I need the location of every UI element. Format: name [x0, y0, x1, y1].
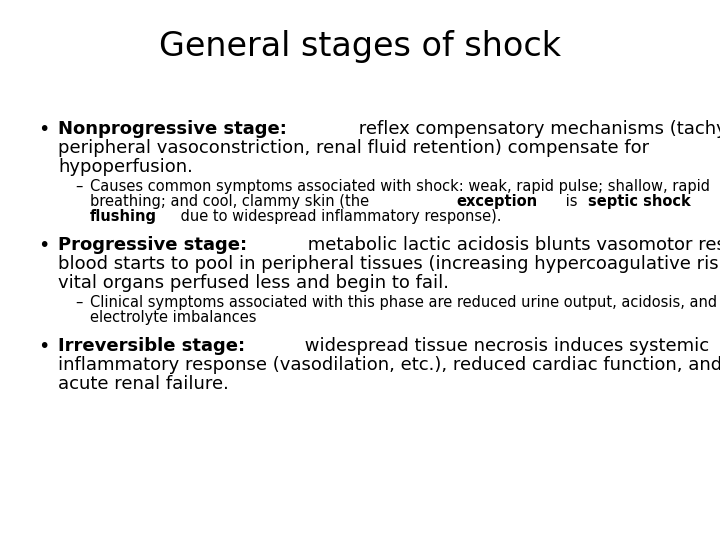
Text: is: is: [561, 194, 582, 209]
Text: –: –: [75, 179, 82, 194]
Text: septic shock: septic shock: [588, 194, 690, 209]
Text: acute renal failure.: acute renal failure.: [58, 375, 229, 393]
Text: exception: exception: [456, 194, 537, 209]
Text: Progressive stage:: Progressive stage:: [58, 236, 247, 254]
Text: vital organs perfused less and begin to fail.: vital organs perfused less and begin to …: [58, 274, 449, 292]
Text: breathing; and cool, clammy skin (the: breathing; and cool, clammy skin (the: [90, 194, 374, 209]
Text: •: •: [38, 120, 50, 139]
Text: electrolyte imbalances: electrolyte imbalances: [90, 310, 256, 325]
Text: Irreversible stage:: Irreversible stage:: [58, 337, 245, 355]
Text: flushing: flushing: [90, 209, 157, 224]
Text: Nonprogressive stage:: Nonprogressive stage:: [58, 120, 287, 138]
Text: reflex compensatory mechanisms (tachycardia,: reflex compensatory mechanisms (tachycar…: [354, 120, 720, 138]
Text: Causes common symptoms associated with shock: weak, rapid pulse; shallow, rapid: Causes common symptoms associated with s…: [90, 179, 710, 194]
Text: due to widespread inflammatory response).: due to widespread inflammatory response)…: [176, 209, 502, 224]
Text: Clinical symptoms associated with this phase are reduced urine output, acidosis,: Clinical symptoms associated with this p…: [90, 295, 717, 310]
Text: •: •: [38, 236, 50, 255]
Text: General stages of shock: General stages of shock: [159, 30, 561, 63]
Text: metabolic lactic acidosis blunts vasomotor response and: metabolic lactic acidosis blunts vasomot…: [302, 236, 720, 254]
Text: peripheral vasoconstriction, renal fluid retention) compensate for: peripheral vasoconstriction, renal fluid…: [58, 139, 649, 157]
Text: blood starts to pool in peripheral tissues (increasing hypercoagulative risk),: blood starts to pool in peripheral tissu…: [58, 255, 720, 273]
Text: inflammatory response (vasodilation, etc.), reduced cardiac function, and: inflammatory response (vasodilation, etc…: [58, 356, 720, 374]
Text: –: –: [75, 295, 82, 310]
Text: widespread tissue necrosis induces systemic: widespread tissue necrosis induces syste…: [300, 337, 710, 355]
Text: •: •: [38, 337, 50, 356]
Text: hypoperfusion.: hypoperfusion.: [58, 158, 193, 176]
